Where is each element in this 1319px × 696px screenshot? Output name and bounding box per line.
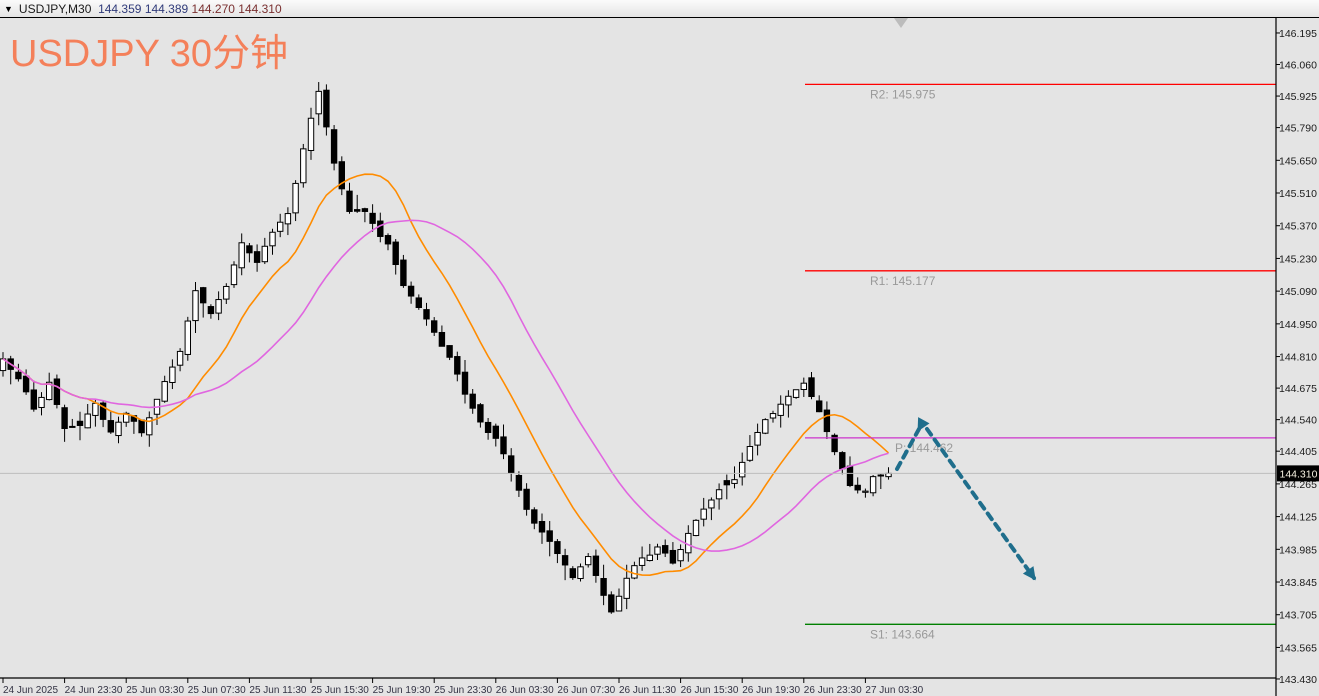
svg-text:145.090: 145.090 [1279, 286, 1317, 298]
svg-text:143.430: 143.430 [1279, 674, 1317, 686]
svg-text:25 Jun 11:30: 25 Jun 11:30 [249, 685, 307, 696]
svg-text:144.125: 144.125 [1279, 512, 1317, 524]
svg-text:26 Jun 07:30: 26 Jun 07:30 [557, 685, 615, 696]
svg-text:145.925: 145.925 [1279, 91, 1317, 103]
svg-text:25 Jun 23:30: 25 Jun 23:30 [434, 685, 492, 696]
svg-text:144.810: 144.810 [1279, 352, 1317, 364]
svg-text:143.845: 143.845 [1279, 577, 1317, 589]
svg-text:144.950: 144.950 [1279, 319, 1317, 331]
svg-text:144.310: 144.310 [1280, 468, 1318, 480]
svg-text:26 Jun 15:30: 26 Jun 15:30 [681, 685, 739, 696]
svg-text:145.510: 145.510 [1279, 188, 1317, 200]
svg-text:143.985: 143.985 [1279, 544, 1317, 556]
svg-text:R1: 145.177: R1: 145.177 [870, 274, 936, 288]
svg-text:24 Jun 2025: 24 Jun 2025 [3, 685, 58, 696]
svg-text:143.705: 143.705 [1279, 610, 1317, 622]
svg-text:145.370: 145.370 [1279, 221, 1317, 233]
svg-text:144.675: 144.675 [1279, 383, 1317, 395]
svg-text:25 Jun 15:30: 25 Jun 15:30 [311, 685, 369, 696]
svg-text:24 Jun 23:30: 24 Jun 23:30 [65, 685, 123, 696]
svg-text:26 Jun 23:30: 26 Jun 23:30 [804, 685, 862, 696]
svg-text:R2: 145.975: R2: 145.975 [870, 87, 936, 101]
svg-text:143.565: 143.565 [1279, 642, 1317, 654]
svg-text:S1: 143.664: S1: 143.664 [870, 627, 935, 641]
svg-text:25 Jun 07:30: 25 Jun 07:30 [188, 685, 246, 696]
svg-text:144.540: 144.540 [1279, 415, 1317, 427]
svg-text:144.405: 144.405 [1279, 446, 1317, 458]
svg-text:145.790: 145.790 [1279, 123, 1317, 135]
svg-text:26 Jun 19:30: 26 Jun 19:30 [742, 685, 800, 696]
svg-text:27 Jun 03:30: 27 Jun 03:30 [865, 685, 923, 696]
svg-text:145.650: 145.650 [1279, 155, 1317, 167]
svg-text:145.230: 145.230 [1279, 253, 1317, 265]
svg-text:146.195: 146.195 [1279, 28, 1317, 40]
svg-text:26 Jun 03:30: 26 Jun 03:30 [496, 685, 554, 696]
svg-text:26 Jun 11:30: 26 Jun 11:30 [619, 685, 677, 696]
svg-text:25 Jun 03:30: 25 Jun 03:30 [126, 685, 184, 696]
svg-text:146.060: 146.060 [1279, 60, 1317, 72]
svg-text:25 Jun 19:30: 25 Jun 19:30 [373, 685, 431, 696]
